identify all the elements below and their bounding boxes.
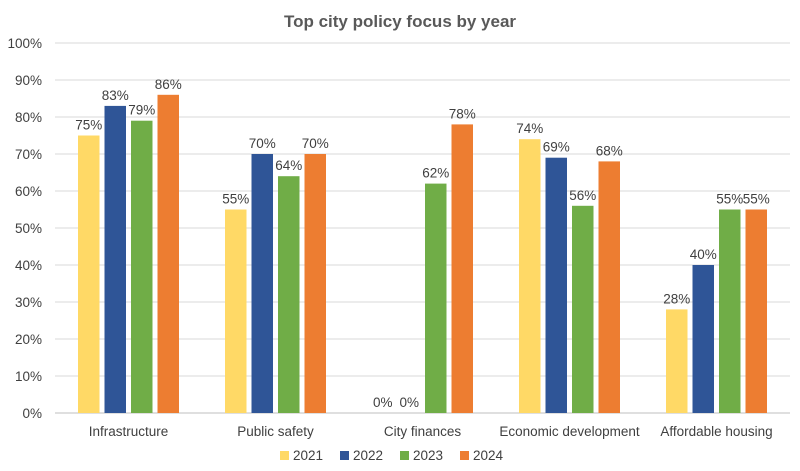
- legend-label: 2022: [353, 448, 383, 463]
- bar-2022: [545, 157, 567, 413]
- bar-2024: [157, 94, 179, 414]
- y-axis-ticks: 0% 10% 20% 30% 40% 50% 60% 70% 80% 90% 100%: [7, 36, 42, 421]
- data-label: 0%: [373, 395, 393, 410]
- data-label: 74%: [516, 121, 543, 136]
- legend-label: 2021: [293, 448, 323, 463]
- data-label: 28%: [663, 291, 690, 306]
- x-category-label: City finances: [384, 424, 462, 439]
- bar-2023: [131, 120, 153, 413]
- data-label: 40%: [690, 247, 717, 262]
- y-tick-label: 10%: [15, 369, 42, 384]
- data-labels: 75%83%79%86%55%70%64%70%0% 0%62%78%74%69%…: [75, 77, 770, 410]
- bar-2024: [304, 154, 326, 413]
- data-label: 75%: [75, 118, 102, 133]
- bar-2021: [666, 309, 688, 413]
- legend-swatch: [280, 451, 289, 460]
- data-label: 69%: [543, 140, 570, 155]
- y-tick-label: 0%: [22, 406, 42, 421]
- legend-label: 2023: [413, 448, 443, 463]
- y-tick-label: 80%: [15, 110, 42, 125]
- data-label: 55%: [222, 192, 249, 207]
- y-tick-label: 30%: [15, 295, 42, 310]
- x-category-label: Public safety: [237, 424, 314, 439]
- data-label: 86%: [155, 77, 182, 92]
- data-label: 79%: [128, 103, 155, 118]
- x-axis-categories: Infrastructure Public safety City finances…: [89, 424, 773, 439]
- legend-swatch: [460, 451, 469, 460]
- data-label: 0%: [399, 395, 419, 410]
- x-category-label: Affordable housing: [660, 424, 772, 439]
- data-label: 68%: [596, 143, 623, 158]
- data-label: 55%: [743, 192, 770, 207]
- y-tick-label: 60%: [15, 184, 42, 199]
- chart-title: Top city policy focus by year: [284, 12, 516, 31]
- bar-2023: [572, 205, 594, 413]
- legend: 2021 2022 2023 2024: [280, 448, 504, 463]
- data-label: 83%: [102, 88, 129, 103]
- y-tick-label: 20%: [15, 332, 42, 347]
- y-tick-label: 100%: [7, 36, 42, 51]
- legend-swatch: [400, 451, 409, 460]
- y-tick-label: 50%: [15, 221, 42, 236]
- bars: [78, 94, 767, 414]
- bar-2021: [78, 135, 100, 413]
- data-label: 56%: [569, 188, 596, 203]
- legend-swatch: [340, 451, 349, 460]
- data-label: 78%: [449, 106, 476, 121]
- bar-2024: [598, 161, 620, 413]
- data-label: 55%: [716, 192, 743, 207]
- y-tick-label: 90%: [15, 73, 42, 88]
- data-label: 70%: [249, 136, 276, 151]
- bar-2021: [225, 209, 247, 413]
- bar-2024: [745, 209, 767, 413]
- data-label: 64%: [275, 158, 302, 173]
- x-category-label: Infrastructure: [89, 424, 169, 439]
- y-tick-label: 40%: [15, 258, 42, 273]
- x-category-label: Economic development: [499, 424, 640, 439]
- bar-2023: [719, 209, 741, 413]
- bar-2022: [251, 154, 273, 413]
- bar-2021: [519, 139, 541, 413]
- data-label: 62%: [422, 166, 449, 181]
- y-tick-label: 70%: [15, 147, 42, 162]
- legend-label: 2024: [473, 448, 504, 463]
- bar-2023: [278, 176, 300, 413]
- data-label: 70%: [302, 136, 329, 151]
- bar-2023: [425, 183, 447, 413]
- bar-2022: [692, 265, 714, 413]
- bar-2024: [451, 124, 473, 414]
- bar-2022: [104, 105, 126, 414]
